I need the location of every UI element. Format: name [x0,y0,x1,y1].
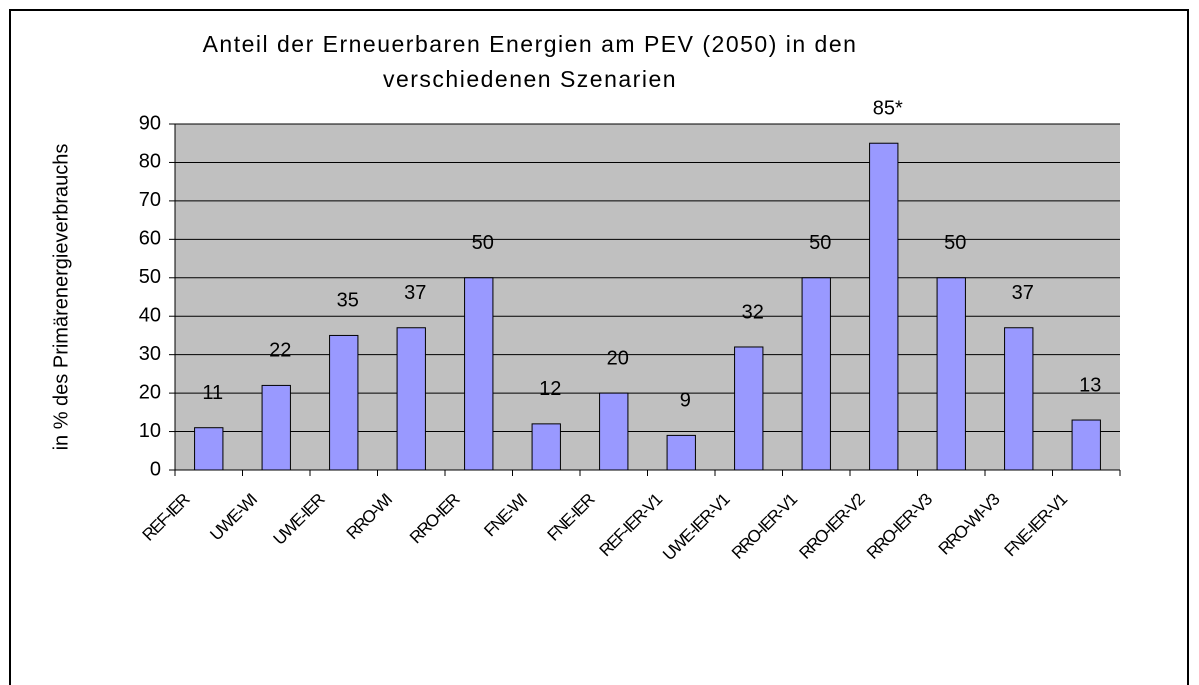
plot-area [175,124,1120,470]
data-label: 12 [539,378,561,400]
bar [801,277,831,471]
data-label: 85* [873,98,903,120]
data-label: 22 [269,340,291,362]
bar [329,334,359,471]
bar [261,384,291,471]
bar [599,392,629,471]
bar [464,277,494,471]
bar [869,142,899,471]
data-label: 20 [607,347,629,369]
chart-title: verschiedenen Szenarien [383,66,677,92]
data-label: 37 [1012,282,1034,304]
y-tick-label: 10 [139,420,161,442]
y-tick-label: 70 [139,189,161,211]
bar [734,346,764,471]
data-label: 50 [809,232,831,254]
y-tick-label: 30 [139,343,161,365]
bar [666,434,696,471]
y-tick-label: 50 [139,266,161,288]
y-tick-label: 40 [139,305,161,327]
y-tick-label: 20 [139,381,161,403]
y-tick-label: 80 [139,151,161,173]
bar [531,423,561,471]
data-label: 50 [944,232,966,254]
bar [1071,419,1101,471]
bar [936,277,966,471]
y-axis-label: in % des Primärenergieverbrauchs [50,144,72,451]
data-label: 35 [337,290,359,312]
data-label: 37 [404,282,426,304]
chart-title: Anteil der Erneuerbaren Energien am PEV … [203,31,858,57]
data-label: 11 [202,382,223,404]
y-tick-label: 90 [139,112,161,134]
y-tick-label: 0 [150,458,161,480]
y-tick-label: 60 [139,228,161,250]
bar [194,427,224,471]
data-label: 32 [742,301,764,323]
data-label: 9 [680,390,691,412]
data-label: 13 [1079,374,1101,396]
bar [396,327,426,471]
bar [1004,327,1034,471]
data-label: 50 [472,232,494,254]
